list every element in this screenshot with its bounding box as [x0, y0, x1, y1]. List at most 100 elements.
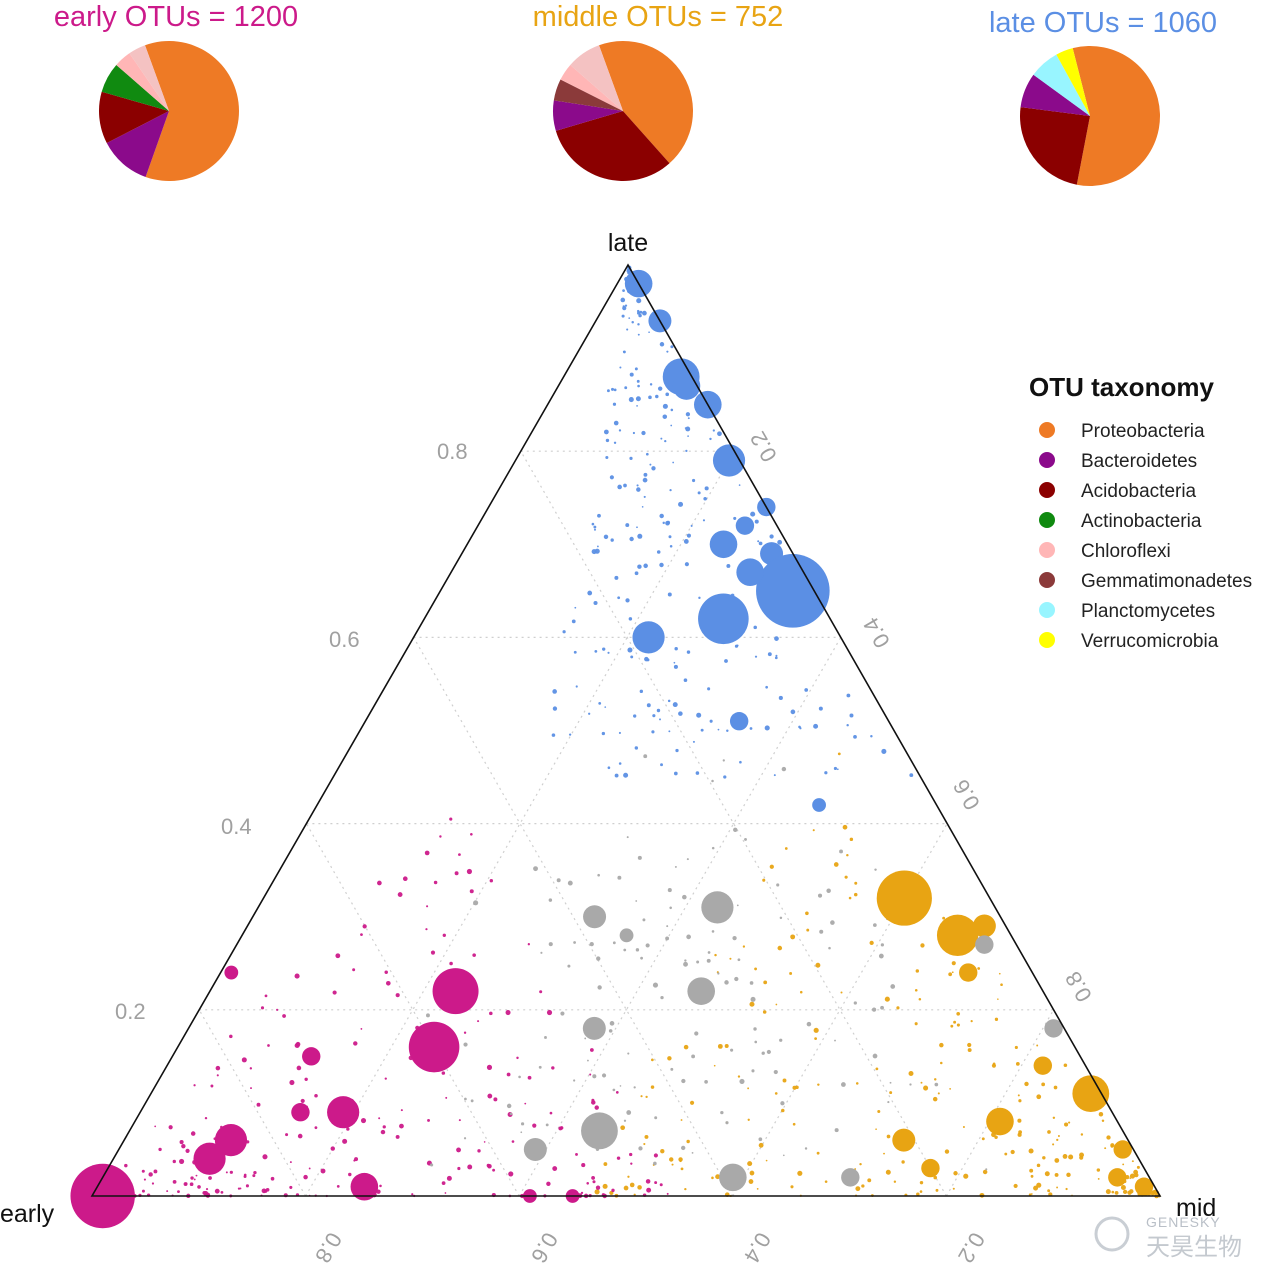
scatter-point-nonsignificant-minor: [619, 1085, 622, 1087]
scatter-point-middle-minor: [920, 943, 925, 948]
scatter-point-late-minor: [684, 562, 689, 567]
scatter-point-early-minor: [179, 1158, 185, 1164]
scatter-point-middle-minor: [1098, 1112, 1104, 1117]
scatter-point-late-minor: [673, 771, 678, 776]
scatter-point-early-minor: [141, 1169, 145, 1173]
scatter-point-late-minor: [626, 328, 629, 331]
scatter-point-nonsignificant-minor: [776, 883, 780, 887]
scatter-point-early-minor: [225, 1171, 228, 1174]
legend-swatch-actinobacteria: [1039, 512, 1055, 528]
scatter-point-middle-minor: [1134, 1172, 1139, 1178]
scatter-point-late-minor: [687, 417, 690, 420]
scatter-point-late-minor: [674, 646, 678, 651]
scatter-point-late-minor: [765, 685, 768, 689]
scatter-point-nonsignificant-minor: [839, 849, 843, 854]
legend-label-gemmatimonadetes: Gemmatimonadetes: [1081, 571, 1252, 592]
scatter-point-early-minor: [594, 1105, 599, 1110]
scatter-point-middle-minor: [918, 997, 922, 1001]
scatter-point-middle-minor: [896, 1006, 900, 1010]
scatter-point-late-minor: [591, 522, 595, 526]
scatter-point-middle-minor: [1129, 1177, 1132, 1180]
scatter-point-early-9: [291, 1103, 310, 1122]
scatter-point-nonsignificant-4: [581, 1112, 618, 1150]
scatter-point-late-minor: [607, 766, 611, 770]
pie-charts: early OTUs = 1200 middle OTUs = 752 late O…: [54, 1, 1217, 186]
watermark-logo-icon: [1094, 1216, 1130, 1252]
scatter-point-middle-minor: [1063, 1063, 1068, 1068]
scatter-point-nonsignificant-minor: [548, 898, 553, 902]
scatter-point-late-minor: [750, 511, 756, 517]
scatter-point-middle-minor: [824, 1180, 828, 1183]
scatter-point-early-minor: [646, 1187, 652, 1193]
scatter-point-late-minor: [623, 483, 627, 488]
scatter-point-early-minor: [489, 1011, 493, 1016]
scatter-point-nonsignificant-minor: [732, 936, 737, 941]
scatter-point-middle-minor: [815, 962, 821, 968]
legend-swatch-acidobacteria: [1039, 482, 1055, 498]
scatter-point-late-minor: [652, 714, 656, 718]
scatter-point-late-minor: [673, 664, 678, 669]
scatter-point-early-minor: [411, 1193, 414, 1196]
scatter-point-late-minor: [637, 333, 640, 336]
scatter-point-late-minor: [604, 706, 607, 708]
scatter-point-early-minor: [397, 892, 403, 897]
scatter-point-late-minor: [749, 727, 753, 730]
scatter-point-late-minor: [646, 703, 651, 708]
scatter-point-early-minor: [472, 953, 476, 957]
scatter-point-late-minor: [767, 652, 772, 657]
scatter-point-nonsignificant-minor: [653, 1161, 657, 1166]
legend-label-planctomycetes: Planctomycetes: [1081, 601, 1215, 622]
scatter-point-middle-minor: [875, 1067, 879, 1071]
scatter-point-nonsignificant-minor: [683, 961, 688, 967]
pie-2-slice-acidobacteria: [1019, 107, 1090, 185]
scatter-point-early-minor: [492, 1168, 496, 1172]
scatter-point-late-minor: [668, 535, 672, 539]
scatter-point-late-minor: [643, 563, 648, 569]
scatter-point-early-minor: [442, 933, 446, 937]
scatter-point-early-minor: [580, 1191, 584, 1195]
scatter-point-middle-minor: [680, 1167, 684, 1171]
scatter-point-early-minor: [181, 1143, 186, 1149]
scatter-point-late-minor: [607, 389, 610, 393]
scatter-point-late-minor: [769, 534, 774, 539]
scatter-point-early-minor: [172, 1159, 176, 1164]
scatter-point-middle-minor: [859, 1162, 862, 1166]
scatter-point-early-minor: [285, 1133, 289, 1137]
scatter-point-middle-minor: [953, 1020, 957, 1024]
scatter-point-early-minor: [516, 1056, 519, 1060]
scatter-point-early-minor: [654, 1181, 658, 1185]
scatter-point-late-7: [735, 516, 755, 535]
legend-swatch-bacteroidetes: [1039, 452, 1055, 468]
scatter-point-nonsignificant-minor: [887, 1101, 890, 1104]
scatter-point-late-minor: [717, 728, 720, 731]
scatter-point-late-minor: [636, 484, 639, 487]
scatter-point-late-minor: [692, 740, 695, 743]
scatter-point-early-minor: [190, 1131, 196, 1136]
scatter-point-middle-minor: [1068, 1121, 1071, 1124]
scatter-point-middle-minor: [1136, 1165, 1140, 1169]
scatter-point-late-minor: [685, 426, 691, 432]
scatter-point-late-minor: [618, 429, 622, 432]
scatter-point-late-minor: [846, 724, 849, 727]
scatter-point-nonsignificant-minor: [654, 1116, 658, 1120]
scatter-point-late-minor: [643, 472, 648, 477]
scatter-point-nonsignificant-minor: [623, 948, 627, 952]
scatter-point-middle-minor: [1036, 1163, 1041, 1168]
scatter-point-early-minor: [141, 1189, 145, 1193]
scatter-point-middle-minor: [762, 878, 766, 882]
scatter-point-early-minor: [197, 1185, 201, 1189]
scatter-point-middle-minor: [914, 988, 918, 992]
scatter-point-early-minor: [630, 1162, 633, 1165]
scatter-point-late-minor: [670, 408, 674, 412]
vertex-label-mid: mid: [1176, 1194, 1216, 1222]
scatter-point-late-minor: [667, 592, 672, 597]
scatter-point-early-minor: [270, 1176, 275, 1181]
scatter-point-late-minor: [623, 772, 629, 778]
scatter-point-middle-minor: [817, 1083, 820, 1086]
scatter-point-late-minor: [613, 388, 617, 392]
scatter-point-middle-minor: [790, 934, 796, 940]
scatter-point-late-minor: [622, 350, 626, 354]
scatter-point-middle-9: [959, 963, 978, 982]
right-tick-0.4: 0.4: [858, 613, 895, 652]
scatter-point-early-minor: [264, 994, 268, 998]
